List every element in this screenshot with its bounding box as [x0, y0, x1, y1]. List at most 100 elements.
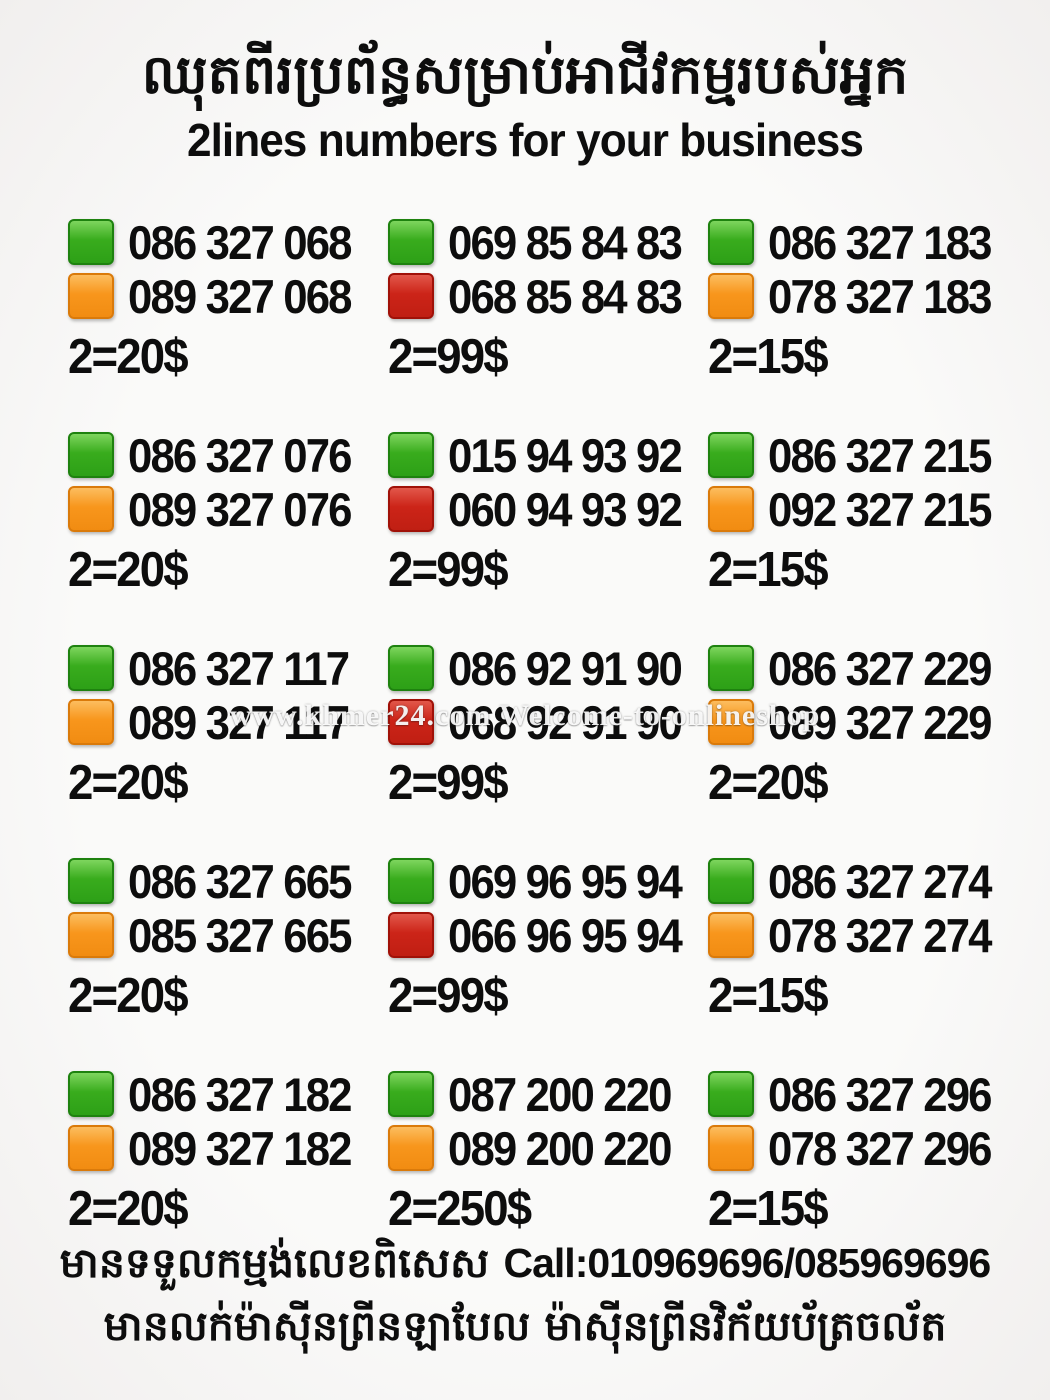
listing-card: 086 327 274 078 327 274 2=15$: [708, 855, 1028, 1024]
phone-number-1: 086 327 183: [768, 215, 992, 269]
number-row-1: 086 327 068: [68, 216, 388, 269]
green-square-icon: [388, 858, 434, 904]
phone-number-2: 068 92 91 90: [448, 695, 683, 749]
number-row-1: 086 327 296: [708, 1068, 1028, 1121]
number-row-1: 015 94 93 92: [388, 429, 708, 482]
listing-card: 069 96 95 94 066 96 95 94 2=99$: [388, 855, 708, 1024]
green-square-icon: [68, 858, 114, 904]
number-row-2: 066 96 95 94: [388, 909, 708, 962]
green-square-icon: [708, 645, 754, 691]
phone-number-2: 078 327 274: [768, 908, 992, 962]
number-row-2: 078 327 296: [708, 1122, 1028, 1175]
price-label: 2=15$: [708, 969, 829, 1023]
listing-card: 086 327 296 078 327 296 2=15$: [708, 1068, 1028, 1237]
header: ឈុតពីរប្រព័ន្ធសម្រាប់អាជីវកម្មរបស់អ្នក 2…: [0, 0, 1050, 167]
number-row-1: 086 327 182: [68, 1068, 388, 1121]
number-row-2: 060 94 93 92: [388, 483, 708, 536]
listing-card: 086 92 91 90 068 92 91 90 2=99$: [388, 642, 708, 811]
page-subtitle: 2lines numbers for your business: [186, 114, 864, 166]
red-square-icon: [388, 912, 434, 958]
footer: មានទទួលកម្មង់លេខពិសេស Call:010969696/085…: [0, 1232, 1050, 1357]
listing-card: 086 327 076 089 327 076 2=20$: [68, 429, 388, 598]
orange-square-icon: [708, 273, 754, 319]
phone-number-2: 089 327 117: [128, 695, 350, 749]
phone-number-1: 087 200 220: [448, 1067, 672, 1121]
orange-square-icon: [68, 486, 114, 532]
red-square-icon: [388, 699, 434, 745]
page-title: ឈុតពីរប្រព័ន្ធសម្រាប់អាជីវកម្មរបស់អ្នក: [141, 43, 909, 106]
listing-card: 086 327 182 089 327 182 2=20$: [68, 1068, 388, 1237]
phone-number-2: 060 94 93 92: [448, 482, 683, 536]
phone-number-1: 069 85 84 83: [448, 215, 683, 269]
number-row-1: 069 96 95 94: [388, 855, 708, 908]
green-square-icon: [388, 645, 434, 691]
green-square-icon: [68, 645, 114, 691]
green-square-icon: [388, 432, 434, 478]
phone-number-2: 078 327 296: [768, 1121, 992, 1175]
phone-number-2: 089 200 220: [448, 1121, 672, 1175]
listing-card: 086 327 215 092 327 215 2=15$: [708, 429, 1028, 598]
orange-square-icon: [388, 1125, 434, 1171]
number-row-1: 086 327 665: [68, 855, 388, 908]
price-label: 2=20$: [68, 1182, 189, 1236]
number-row-2: 092 327 215: [708, 483, 1028, 536]
phone-number-1: 069 96 95 94: [448, 854, 683, 908]
phone-number-2: 089 327 182: [128, 1121, 352, 1175]
number-row-2: 089 327 076: [68, 483, 388, 536]
number-row-1: 086 327 215: [708, 429, 1028, 482]
green-square-icon: [68, 432, 114, 478]
phone-number-2: 068 85 84 83: [448, 269, 683, 323]
price-label: 2=20$: [68, 756, 189, 810]
call-number: Call:010969696/085969696: [503, 1240, 992, 1286]
price-label: 2=99$: [388, 330, 509, 384]
number-row-2: 089 200 220: [388, 1122, 708, 1175]
phone-number-1: 086 327 215: [768, 428, 992, 482]
price-label: 2=15$: [708, 1182, 829, 1236]
green-square-icon: [388, 1071, 434, 1117]
phone-number-1: 086 327 076: [128, 428, 352, 482]
number-row-2: 089 327 229: [708, 696, 1028, 749]
number-row-2: 078 327 274: [708, 909, 1028, 962]
number-row-1: 087 200 220: [388, 1068, 708, 1121]
number-row-2: 089 327 182: [68, 1122, 388, 1175]
number-row-1: 086 327 274: [708, 855, 1028, 908]
orange-square-icon: [708, 699, 754, 745]
phone-number-1: 086 327 274: [768, 854, 992, 908]
price-label: 2=20$: [68, 969, 189, 1023]
phone-number-2: 089 327 076: [128, 482, 352, 536]
red-square-icon: [388, 486, 434, 532]
listing-card: 086 327 665 085 327 665 2=20$: [68, 855, 388, 1024]
orange-square-icon: [68, 699, 114, 745]
green-square-icon: [708, 858, 754, 904]
price-label: 2=15$: [708, 543, 829, 597]
listing-card: 069 85 84 83 068 85 84 83 2=99$: [388, 216, 708, 385]
listing-card: 086 327 068 089 327 068 2=20$: [68, 216, 388, 385]
phone-number-2: 066 96 95 94: [448, 908, 683, 962]
number-row-2: 068 85 84 83: [388, 270, 708, 323]
number-row-2: 089 327 117: [68, 696, 388, 749]
number-row-1: 069 85 84 83: [388, 216, 708, 269]
orange-square-icon: [68, 273, 114, 319]
green-square-icon: [708, 219, 754, 265]
phone-number-2: 085 327 665: [128, 908, 352, 962]
number-row-1: 086 327 183: [708, 216, 1028, 269]
footer-order-line: មានទទួលកម្មង់លេខពិសេស Call:010969696/085…: [0, 1232, 1050, 1296]
listings-grid: 086 327 068 089 327 068 2=20$ 069 85 84 …: [0, 216, 1050, 1237]
phone-number-1: 086 327 665: [128, 854, 352, 908]
footer-sales-note: មានលក់ម៉ាស៊ីនព្រីនឡាបែល ម៉ាស៊ីនព្រីនវិក័…: [103, 1301, 947, 1350]
green-square-icon: [708, 432, 754, 478]
phone-number-2: 089 327 229: [768, 695, 992, 749]
listing-card: 086 327 229 089 327 229 2=20$: [708, 642, 1028, 811]
phone-number-1: 086 327 117: [128, 641, 350, 695]
price-label: 2=20$: [708, 756, 829, 810]
number-row-1: 086 327 117: [68, 642, 388, 695]
phone-number-1: 015 94 93 92: [448, 428, 683, 482]
green-square-icon: [708, 1071, 754, 1117]
listing-card: 015 94 93 92 060 94 93 92 2=99$: [388, 429, 708, 598]
phone-number-2: 078 327 183: [768, 269, 992, 323]
footer-order-note: មានទទួលកម្មង់លេខពិសេស: [59, 1239, 490, 1287]
number-row-1: 086 327 229: [708, 642, 1028, 695]
price-label: 2=20$: [68, 543, 189, 597]
price-label: 2=99$: [388, 969, 509, 1023]
